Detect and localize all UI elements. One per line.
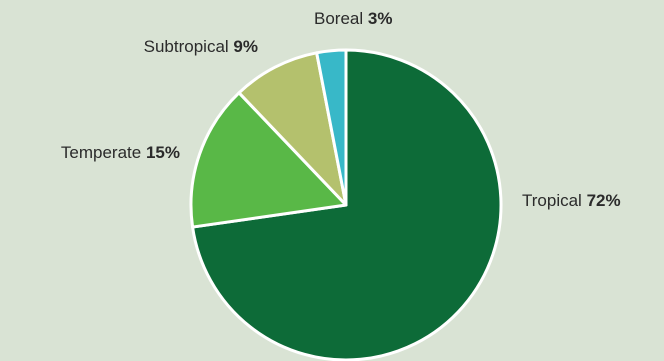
- slice-labels: Tropical 72% Temperate 15% Subtropical 9% B…: [61, 9, 621, 210]
- slice-percent: 15%: [146, 143, 180, 162]
- slice-percent: 9%: [233, 37, 258, 56]
- pie-slice-subtropical: [237, 51, 348, 207]
- pie-slices: [189, 48, 503, 361]
- slice-label-subtropical: Subtropical 9%: [144, 37, 258, 56]
- pie-slice-boreal: [315, 48, 348, 207]
- slice-name: Subtropical: [144, 37, 229, 56]
- slice-name: Tropical: [522, 191, 582, 210]
- slice-percent: 72%: [587, 191, 621, 210]
- pie-slice-temperate: [189, 91, 348, 229]
- slice-percent: 3%: [368, 9, 393, 28]
- slice-label-tropical: Tropical 72%: [522, 191, 621, 210]
- slice-name: Temperate: [61, 143, 141, 162]
- slice-label-temperate: Temperate 15%: [61, 143, 180, 162]
- slice-name: Boreal: [314, 9, 363, 28]
- slice-label-boreal: Boreal 3%: [314, 9, 392, 28]
